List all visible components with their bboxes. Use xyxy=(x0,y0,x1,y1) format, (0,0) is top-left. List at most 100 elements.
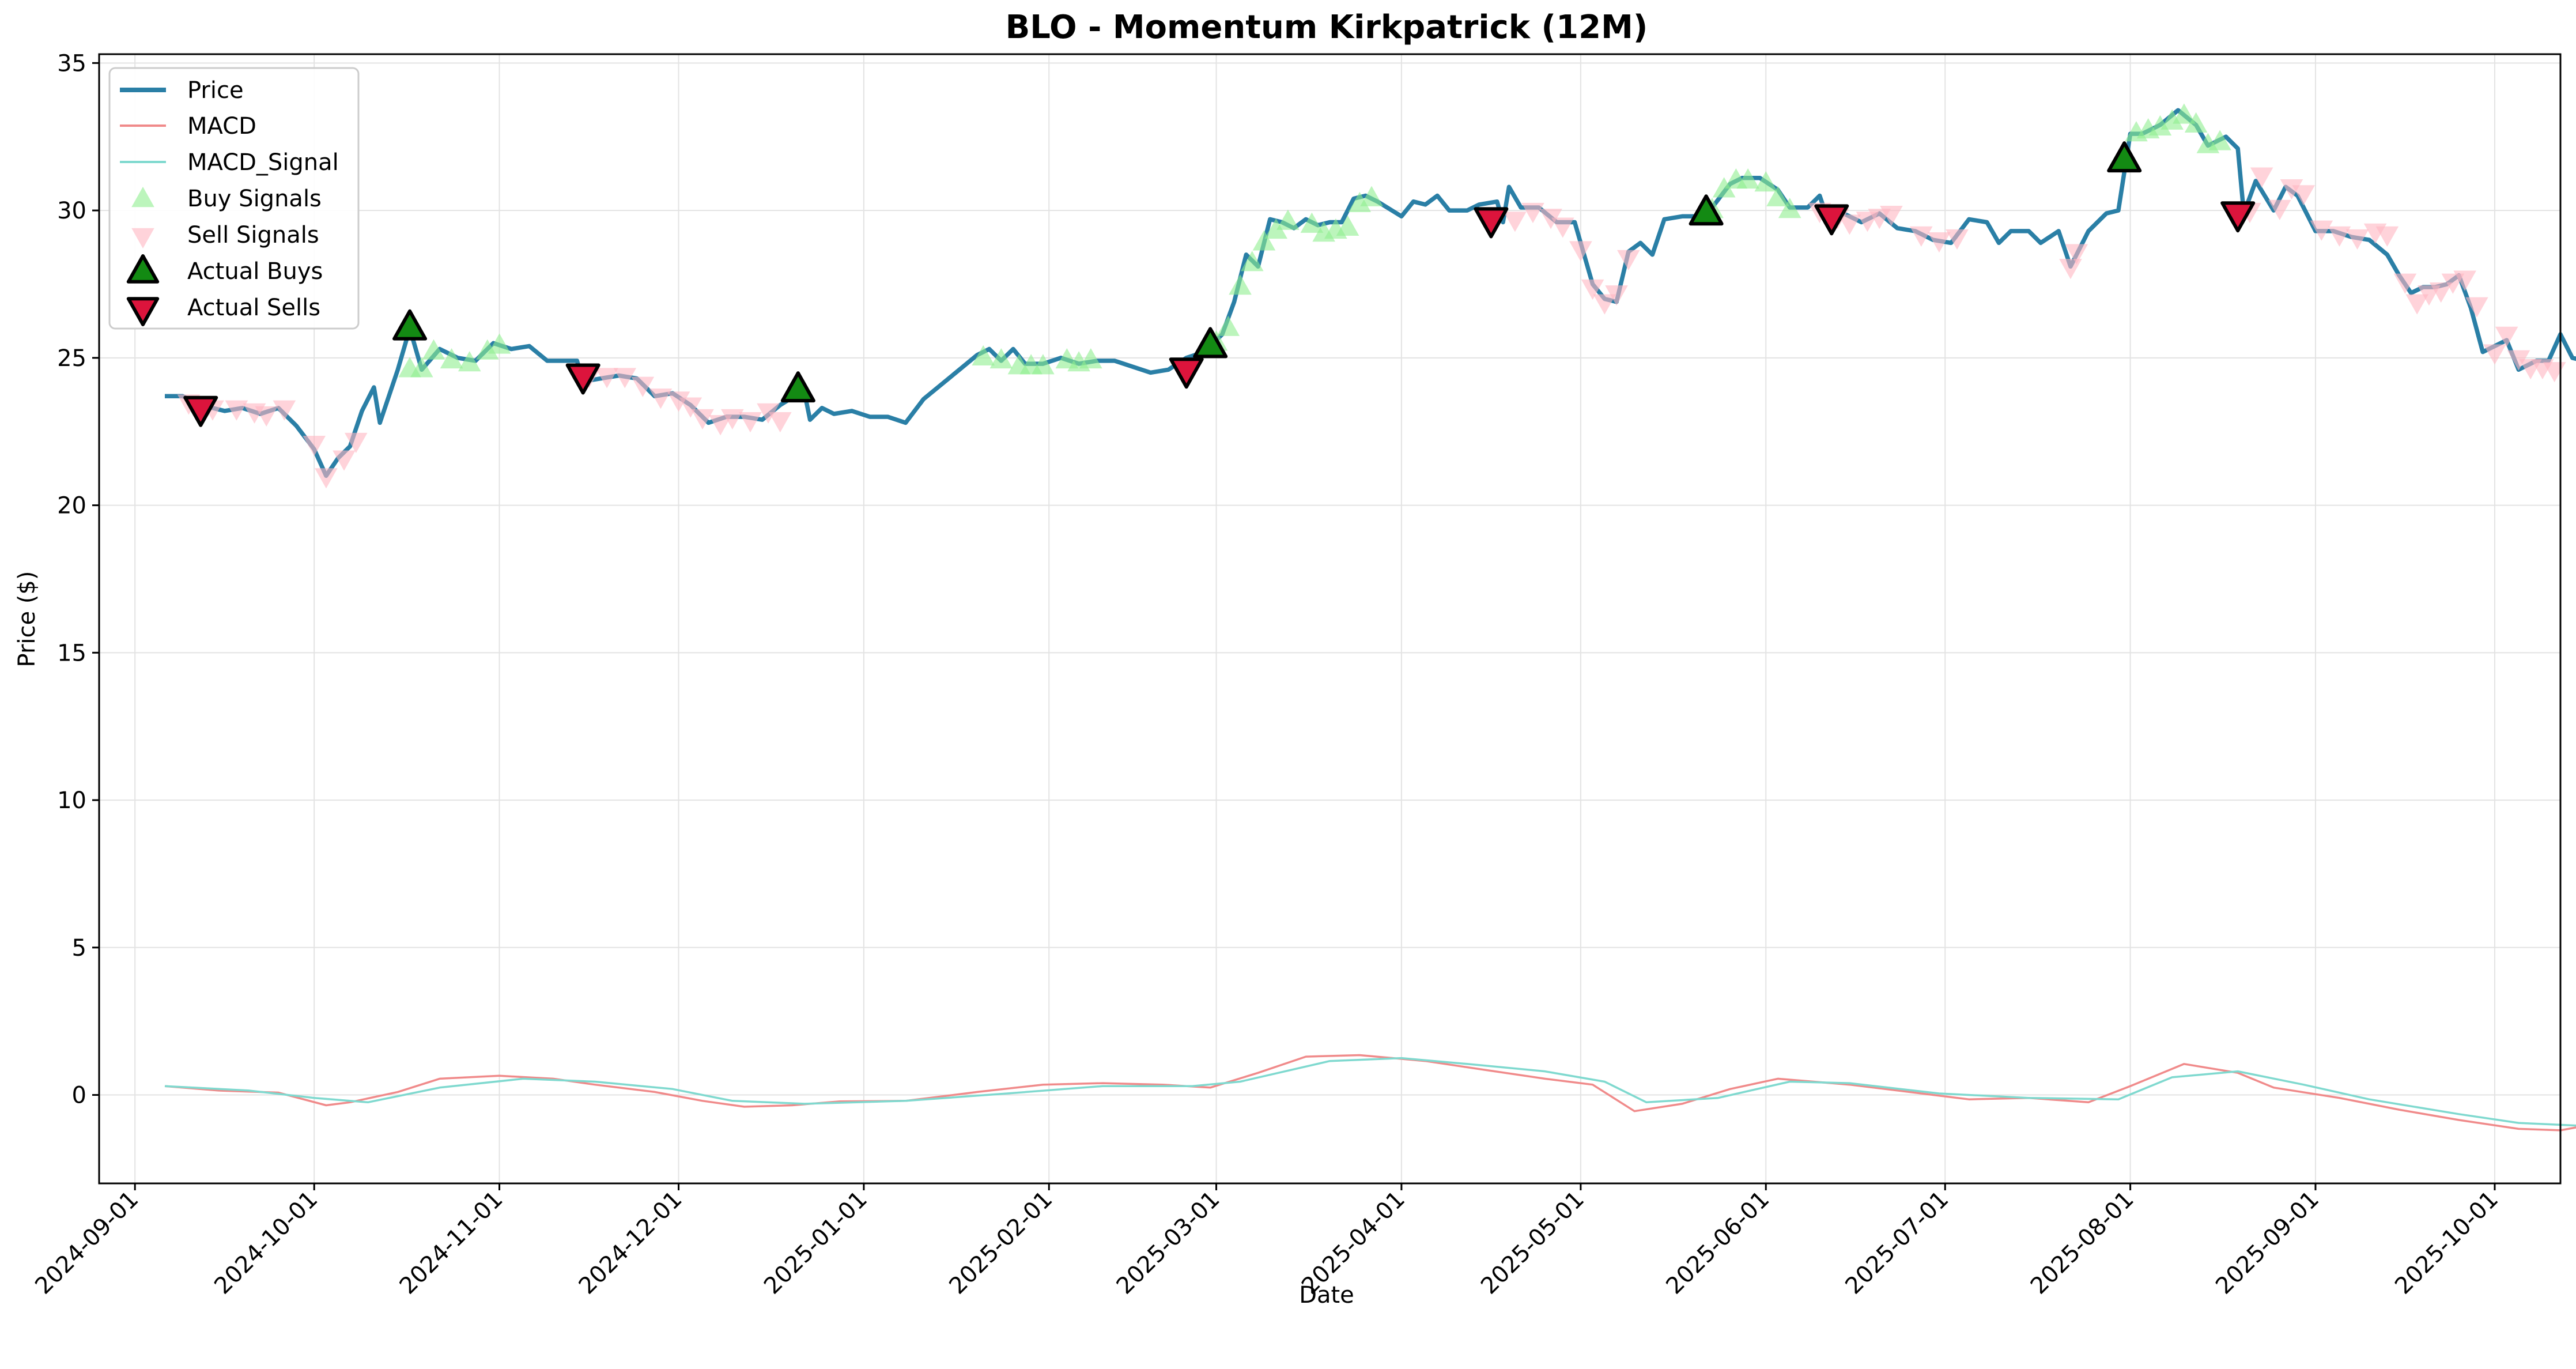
buy-signal-marker xyxy=(1252,230,1276,251)
macd-layer xyxy=(164,1054,2576,1132)
sell-signal-marker xyxy=(2465,297,2488,318)
sell-signal-marker xyxy=(1909,226,1933,247)
buy-signal-marker xyxy=(1360,186,1383,206)
buy-signal-marker xyxy=(1778,198,1801,218)
sell-signal-marker xyxy=(303,435,326,457)
sell-signal-marker xyxy=(613,368,637,389)
sell-signal-marker xyxy=(2250,167,2273,188)
legend-label-macd: MACD xyxy=(187,113,256,139)
sell-signal-marker xyxy=(333,450,356,471)
actual-buy-marker xyxy=(780,371,815,403)
y-tick-label: 25 xyxy=(57,345,86,372)
y-tick-label: 35 xyxy=(57,50,86,77)
sell-signal-marker xyxy=(1880,206,1903,227)
plot-area-frame xyxy=(98,53,2562,1185)
actual-buy-marker xyxy=(2107,141,2142,173)
buy-signal-marker xyxy=(476,339,499,360)
buy-signal-marker xyxy=(1712,177,1736,198)
sell-signal-marker xyxy=(2059,259,2082,280)
actual-sell-marker xyxy=(1814,204,1849,236)
legend-actual-sell-marker xyxy=(126,297,160,326)
sell-signal-marker xyxy=(2393,273,2417,294)
buy-signal-marker xyxy=(488,333,511,354)
sell-signal-marker xyxy=(721,409,744,430)
sell-signal-marker xyxy=(1946,229,1969,250)
sell-signal-marker xyxy=(709,415,732,436)
sell-signal-marker xyxy=(631,376,655,397)
actual-trades-layer xyxy=(183,141,2256,427)
buy-signal-marker xyxy=(1079,348,1102,369)
legend-actual-sells-icon xyxy=(126,297,160,326)
y-tick-label: 0 xyxy=(72,1083,86,1109)
buy-signal-marker xyxy=(1229,274,1252,295)
sell-signal-marker xyxy=(2310,220,2333,241)
sell-signal-marker xyxy=(2328,226,2351,247)
x-axis-label: Date xyxy=(1299,1282,1354,1308)
sell-signal-marker xyxy=(1838,214,1861,235)
buy-signal-marker xyxy=(1276,209,1300,230)
legend-label-buy-signals: Buy Signals xyxy=(187,186,322,212)
sell-signal-marker xyxy=(2292,185,2316,206)
buy-signal-marker xyxy=(972,345,995,366)
sell-signal-marker xyxy=(225,400,248,421)
buy-signal-marker xyxy=(2160,109,2184,130)
buy-signal-marker xyxy=(1336,215,1359,236)
sell-signal-marker xyxy=(344,432,368,454)
buy-signal-marker xyxy=(410,357,433,378)
sell-signal-marker xyxy=(2345,229,2369,250)
buy-signal-marker xyxy=(2208,130,2231,150)
buy-signal-marker xyxy=(989,348,1013,369)
legend-buy-signal-marker xyxy=(131,187,154,208)
buy-signal-marker xyxy=(2173,103,2196,124)
legend-actual-buy-marker xyxy=(126,254,160,284)
buy-signal-marker xyxy=(1217,315,1240,336)
actual-sell-marker xyxy=(2220,201,2256,233)
legend-box xyxy=(108,67,360,330)
macd-line xyxy=(164,1054,2576,1132)
y-tick-label: 20 xyxy=(57,493,86,519)
sell-signal-marker xyxy=(1521,202,1544,224)
sell-signal-marker xyxy=(691,409,714,430)
chart-title: BLO - Momentum Kirkpatrick (12M) xyxy=(1006,9,1648,46)
sell-signal-marker xyxy=(739,412,762,433)
legend-label-actual-sells: Actual Sells xyxy=(187,295,320,321)
sell-signal-marker xyxy=(1593,294,1616,315)
sell-signal-marker xyxy=(315,468,338,489)
buy-signal-marker xyxy=(422,339,445,360)
actual-sell-marker xyxy=(565,363,600,395)
sell-signal-marker xyxy=(273,400,296,421)
buy-signal-marker xyxy=(1032,354,1055,375)
buy-signal-marker xyxy=(1736,168,1759,189)
sell-signal-marker xyxy=(2405,294,2429,315)
sell-signal-marker xyxy=(768,412,792,433)
y-tick-label: 5 xyxy=(72,935,86,961)
sell-signal-marker xyxy=(757,403,780,424)
grid xyxy=(99,54,2560,1183)
sell-signal-marker xyxy=(595,368,618,389)
macd-signal-line xyxy=(164,1057,2576,1127)
sell-signal-marker xyxy=(679,397,702,418)
sell-signal-marker xyxy=(1539,209,1562,229)
sell-signal-marker xyxy=(2495,326,2518,347)
sell-signal-marker xyxy=(2507,350,2530,371)
buy-signal-marker xyxy=(1240,251,1264,271)
y-tick-label: 10 xyxy=(57,787,86,814)
sell-signal-marker xyxy=(2429,282,2453,303)
buy-signal-marker xyxy=(458,351,481,372)
sell-signal-marker xyxy=(667,391,690,412)
sell-signal-marker xyxy=(1617,250,1640,270)
legend-actual-buys-icon xyxy=(126,254,160,284)
y-tick-label: 15 xyxy=(57,640,86,666)
sell-signal-marker xyxy=(2268,199,2291,220)
sell-signal-marker xyxy=(1504,212,1527,232)
buy-signal-marker xyxy=(2148,115,2172,136)
legend-label-sell-signals: Sell Signals xyxy=(187,222,319,248)
sell-signal-marker xyxy=(2280,179,2303,200)
signal-layer xyxy=(177,103,2566,489)
actual-sell-marker xyxy=(1474,207,1509,239)
sell-signal-marker xyxy=(1581,279,1604,300)
legend-buy-signals-icon xyxy=(131,187,154,208)
y-axis-label: Price ($) xyxy=(14,571,40,667)
